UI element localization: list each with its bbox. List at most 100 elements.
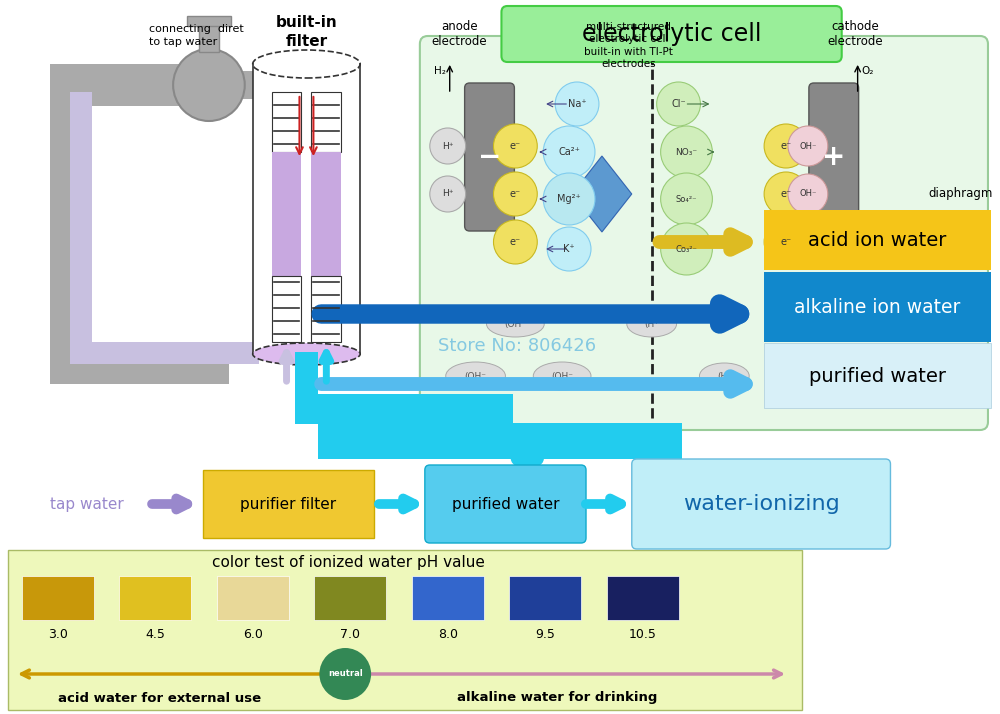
Bar xyxy=(272,92,301,152)
Bar xyxy=(607,576,679,620)
Text: acid ion water: acid ion water xyxy=(808,231,947,249)
Ellipse shape xyxy=(839,363,888,389)
Circle shape xyxy=(493,172,537,216)
Text: Ca²⁺: Ca²⁺ xyxy=(558,147,580,157)
Text: (OH⁻: (OH⁻ xyxy=(504,319,526,328)
Bar xyxy=(311,152,341,276)
Ellipse shape xyxy=(446,362,505,390)
Text: 4.5: 4.5 xyxy=(145,628,165,641)
Ellipse shape xyxy=(627,311,677,337)
Text: alkaline ion water: alkaline ion water xyxy=(794,298,961,316)
Bar xyxy=(243,71,271,99)
Text: electrolytic cell: electrolytic cell xyxy=(582,22,761,46)
Bar xyxy=(8,550,802,710)
Bar xyxy=(70,342,259,364)
Text: 6.0: 6.0 xyxy=(243,628,263,641)
Text: Cl⁻: Cl⁻ xyxy=(671,99,686,109)
Text: anode
electrode: anode electrode xyxy=(432,20,487,48)
Text: purified water: purified water xyxy=(809,366,946,386)
Circle shape xyxy=(319,648,371,700)
Bar xyxy=(272,276,301,342)
Text: color test of ionized water pH value: color test of ionized water pH value xyxy=(212,555,485,570)
Circle shape xyxy=(493,220,537,264)
Text: 3.0: 3.0 xyxy=(48,628,68,641)
Bar xyxy=(253,64,360,354)
Bar xyxy=(217,576,289,620)
Polygon shape xyxy=(572,156,632,232)
Text: alkaline water for drinking: alkaline water for drinking xyxy=(457,691,657,705)
Bar xyxy=(295,394,513,424)
Bar xyxy=(50,84,92,384)
FancyBboxPatch shape xyxy=(501,6,842,62)
Bar xyxy=(50,64,189,106)
Text: −: − xyxy=(478,143,501,171)
Circle shape xyxy=(764,172,808,216)
Circle shape xyxy=(764,124,808,168)
Circle shape xyxy=(543,173,595,225)
Text: NO₃⁻: NO₃⁻ xyxy=(675,148,698,156)
Circle shape xyxy=(173,49,245,121)
FancyBboxPatch shape xyxy=(632,459,890,549)
Bar xyxy=(311,92,341,152)
Text: tap water: tap water xyxy=(50,496,123,511)
Ellipse shape xyxy=(487,311,544,337)
Text: (H⁺: (H⁺ xyxy=(717,371,732,381)
Text: built-in
filter: built-in filter xyxy=(276,15,337,49)
Text: 9.5: 9.5 xyxy=(535,628,555,641)
Text: diaphragm: diaphragm xyxy=(928,188,992,201)
Text: O₂: O₂ xyxy=(862,66,874,76)
Text: e⁻: e⁻ xyxy=(780,141,792,151)
Bar xyxy=(187,16,231,26)
Circle shape xyxy=(661,223,712,275)
Circle shape xyxy=(788,126,828,166)
Bar xyxy=(412,576,484,620)
Bar xyxy=(70,342,251,364)
Ellipse shape xyxy=(253,343,360,365)
Circle shape xyxy=(543,126,595,178)
Circle shape xyxy=(788,174,828,214)
Text: e⁻: e⁻ xyxy=(780,189,792,199)
Circle shape xyxy=(430,176,466,212)
Text: connecting  diret
to tap water: connecting diret to tap water xyxy=(149,24,244,47)
Bar xyxy=(509,576,581,620)
Bar xyxy=(318,423,682,459)
Bar xyxy=(764,343,991,408)
Bar xyxy=(22,576,94,620)
Text: purifier filter: purifier filter xyxy=(240,496,337,511)
Circle shape xyxy=(555,82,599,126)
Text: purified water: purified water xyxy=(452,496,559,511)
Text: acid water for external use: acid water for external use xyxy=(58,691,261,705)
Text: Store No: 806426: Store No: 806426 xyxy=(438,337,596,355)
Circle shape xyxy=(661,126,712,178)
Text: e⁻: e⁻ xyxy=(510,189,521,199)
Text: H⁺: H⁺ xyxy=(442,141,453,151)
Text: Mg²⁺: Mg²⁺ xyxy=(557,194,581,204)
Text: cathode
electrode: cathode electrode xyxy=(828,20,883,48)
Text: e⁻: e⁻ xyxy=(510,141,521,151)
Circle shape xyxy=(493,124,537,168)
Text: K⁺: K⁺ xyxy=(563,244,575,254)
Circle shape xyxy=(661,173,712,225)
Text: H₂: H₂ xyxy=(434,66,446,76)
Text: H⁺: H⁺ xyxy=(442,189,453,198)
Text: Co₃²⁻: Co₃²⁻ xyxy=(676,244,697,253)
Text: (H⁺: (H⁺ xyxy=(644,319,659,328)
FancyBboxPatch shape xyxy=(420,36,988,430)
Text: 10.5: 10.5 xyxy=(629,628,657,641)
Bar xyxy=(50,342,229,384)
Text: OH⁻: OH⁻ xyxy=(799,141,817,151)
Bar xyxy=(203,470,374,538)
Text: OH⁻: OH⁻ xyxy=(799,189,817,198)
Bar xyxy=(311,276,341,342)
Bar xyxy=(119,576,191,620)
Text: multi-structured
electrolytic cell
built-in with TI-Pt
electrodes: multi-structured electrolytic cell built… xyxy=(584,22,673,69)
Ellipse shape xyxy=(699,363,749,389)
Bar xyxy=(314,576,386,620)
Circle shape xyxy=(547,227,591,271)
Bar xyxy=(272,152,301,276)
Bar xyxy=(199,24,219,52)
Text: 7.0: 7.0 xyxy=(340,628,360,641)
FancyBboxPatch shape xyxy=(465,83,514,231)
Circle shape xyxy=(657,82,700,126)
Ellipse shape xyxy=(533,362,591,390)
